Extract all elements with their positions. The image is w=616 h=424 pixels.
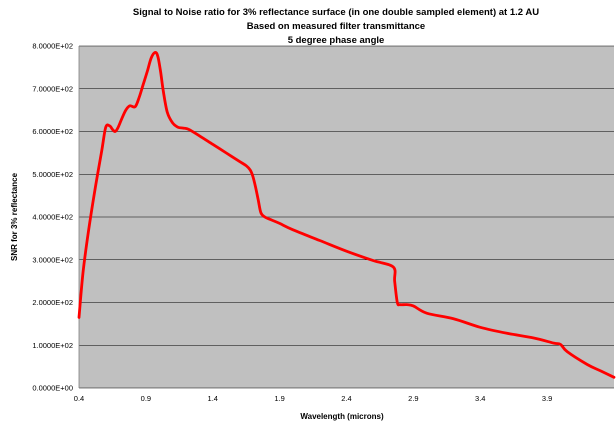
x-axis: 0.4 0.9 1.4 1.9 2.4 2.9 3.4 3.9: [74, 394, 553, 403]
x-tick-label: 1.9: [274, 394, 284, 403]
y-tick-label: 0.0000E+00: [32, 384, 73, 393]
y-tick-label: 1.0000E+02: [32, 341, 73, 350]
y-tick-label: 8.0000E+02: [32, 42, 73, 51]
x-tick-label: 1.4: [208, 394, 218, 403]
gridlines: [79, 45, 614, 389]
y-tick-label: 7.0000E+02: [32, 84, 73, 93]
y-tick-label: 4.0000E+02: [32, 213, 73, 222]
x-tick-label: 0.4: [74, 394, 84, 403]
x-axis-label: Wavelength (microns): [300, 412, 384, 421]
title-line-1: Signal to Noise ratio for 3% reflectance…: [133, 7, 539, 18]
y-axis-label: SNR for 3% reflectance: [10, 172, 19, 261]
y-tick-label: 2.0000E+02: [32, 298, 73, 307]
x-tick-label: 2.4: [341, 394, 351, 403]
x-tick-label: 3.9: [542, 394, 552, 403]
title-line-3: 5 degree phase angle: [288, 35, 385, 46]
series-layer: [77, 51, 616, 379]
snr-series-line: [77, 51, 616, 379]
y-axis: 0.0000E+00 1.0000E+02 2.0000E+02 3.0000E+02…: [32, 42, 80, 393]
x-tick-label: 2.9: [408, 394, 418, 403]
y-tick-label: 5.0000E+02: [32, 170, 73, 179]
x-tick-label: 0.9: [141, 394, 151, 403]
y-tick-label: 6.0000E+02: [32, 127, 73, 136]
y-tick-label: 3.0000E+02: [32, 255, 73, 264]
title-line-2: Based on measured filter transmittance: [247, 21, 425, 32]
x-tick-label: 3.4: [475, 394, 485, 403]
chart-title: Signal to Noise ratio for 3% reflectance…: [133, 7, 539, 46]
